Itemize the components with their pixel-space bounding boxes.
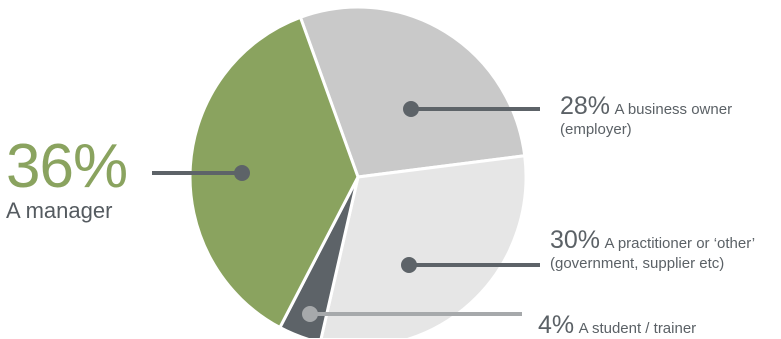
percent-business-owner: 28%: [560, 92, 611, 120]
slice-business-owner: [298, 5, 527, 179]
leader-practitioner-dot: [401, 257, 417, 273]
desc-business-owner: A business owner: [614, 101, 733, 118]
label-business-owner: 28% A business owner (employer): [560, 92, 732, 140]
slice-practitioner: [319, 154, 528, 338]
label-practitioner: 30% A practitioner or ‘other’ (governmen…: [550, 226, 755, 274]
leader-manager-dot: [234, 165, 250, 181]
slice-manager: [188, 15, 360, 330]
leader-lines: [152, 101, 540, 322]
leader-business-owner: [403, 101, 540, 117]
percent-student: 4%: [538, 311, 575, 339]
leader-manager: [152, 165, 250, 181]
desc-practitioner: A practitioner or ‘other’: [604, 235, 756, 252]
leader-business-owner-dot: [403, 101, 419, 117]
pie-slices: [188, 5, 528, 338]
percent-practitioner: 30%: [550, 226, 601, 254]
desc-business-owner-extra: (employer): [560, 121, 632, 138]
desc-manager: A manager: [6, 198, 113, 223]
label-student: 4% A student / trainer: [538, 312, 696, 338]
desc-practitioner-extra: (government, supplier etc): [550, 255, 725, 272]
label-manager: 36% A manager: [6, 132, 128, 224]
leader-student-dot: [302, 306, 318, 322]
leader-student: [302, 306, 522, 322]
desc-student: A student / trainer: [578, 320, 697, 337]
percent-manager: 36%: [6, 132, 128, 201]
leader-practitioner: [401, 257, 540, 273]
